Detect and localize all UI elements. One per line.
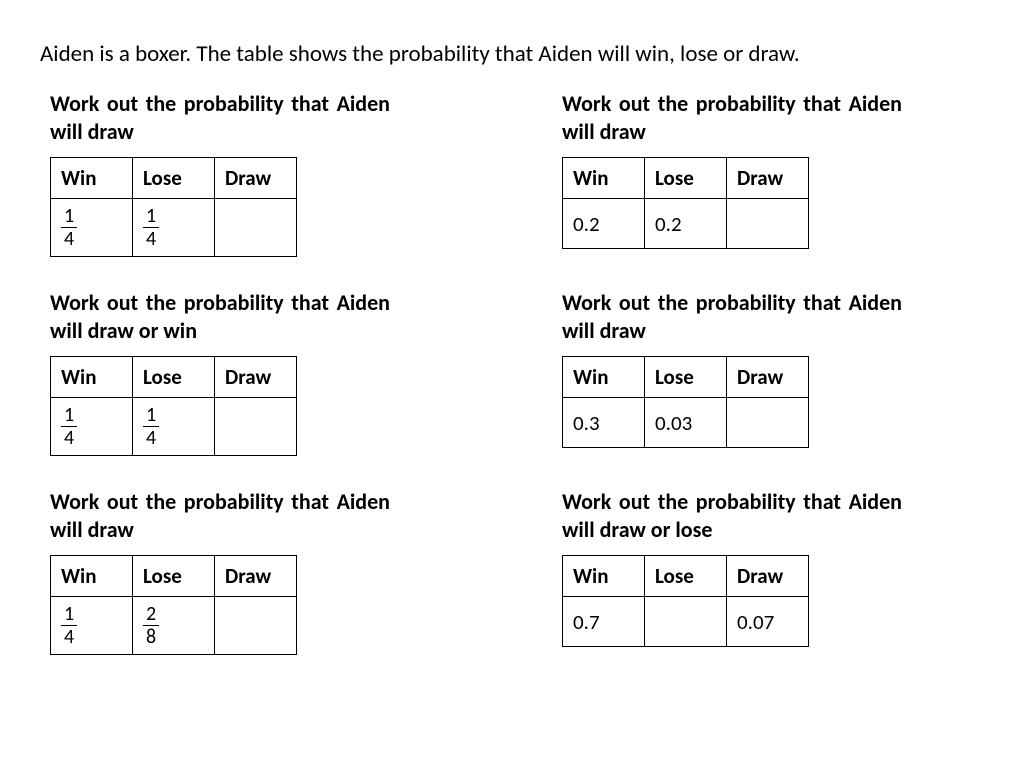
- cell-win: 1 4: [51, 398, 133, 456]
- cell-win: 0.2: [563, 199, 645, 249]
- cell-draw: [727, 199, 809, 249]
- probability-table: Win Lose Draw 0.7 0.07: [562, 555, 809, 647]
- denominator: 8: [143, 625, 159, 647]
- col-lose: Lose: [645, 357, 727, 398]
- cell-lose: 1 4: [133, 398, 215, 456]
- cell-draw: 0.07: [727, 597, 809, 647]
- cell-draw: [215, 199, 297, 257]
- probability-table: Win Lose Draw 0.2 0.2: [562, 157, 809, 249]
- fraction: 1 4: [61, 405, 77, 448]
- cell-win: 0.3: [563, 398, 645, 448]
- col-lose: Lose: [133, 556, 215, 597]
- col-draw: Draw: [727, 357, 809, 398]
- probability-table: Win Lose Draw 0.3 0.03: [562, 356, 809, 448]
- prompt: Work out the probability that Aiden will…: [50, 289, 390, 344]
- col-draw: Draw: [727, 158, 809, 199]
- col-win: Win: [51, 556, 133, 597]
- prompt: Work out the probability that Aiden will…: [562, 488, 902, 543]
- col-lose: Lose: [645, 158, 727, 199]
- problem: Work out the probability that Aiden will…: [552, 488, 984, 655]
- col-win: Win: [563, 158, 645, 199]
- cell-win: 1 4: [51, 199, 133, 257]
- denominator: 4: [61, 227, 77, 249]
- numerator: 1: [61, 206, 77, 227]
- problem: Work out the probability that Aiden will…: [40, 289, 472, 456]
- numerator: 1: [61, 604, 77, 625]
- cell-lose: 1 4: [133, 199, 215, 257]
- intro-text: Aiden is a boxer. The table shows the pr…: [40, 40, 984, 68]
- prompt: Work out the probability that Aiden will…: [50, 488, 390, 543]
- col-win: Win: [563, 556, 645, 597]
- denominator: 4: [143, 426, 159, 448]
- denominator: 4: [61, 625, 77, 647]
- cell-draw: [727, 398, 809, 448]
- fraction: 1 4: [61, 604, 77, 647]
- probability-table: Win Lose Draw 1 4 1 4: [50, 356, 297, 456]
- problem: Work out the probability that Aiden will…: [552, 90, 984, 257]
- col-draw: Draw: [727, 556, 809, 597]
- col-draw: Draw: [215, 158, 297, 199]
- numerator: 1: [143, 206, 159, 227]
- problem: Work out the probability that Aiden will…: [40, 90, 472, 257]
- cell-lose: 2 8: [133, 597, 215, 655]
- cell-lose: [645, 597, 727, 647]
- col-lose: Lose: [645, 556, 727, 597]
- cell-lose: 0.2: [645, 199, 727, 249]
- col-win: Win: [563, 357, 645, 398]
- cell-win: 1 4: [51, 597, 133, 655]
- numerator: 1: [143, 405, 159, 426]
- col-lose: Lose: [133, 357, 215, 398]
- col-win: Win: [51, 158, 133, 199]
- problems-grid: Work out the probability that Aiden will…: [40, 90, 984, 655]
- col-draw: Draw: [215, 357, 297, 398]
- denominator: 4: [143, 227, 159, 249]
- fraction: 1 4: [61, 206, 77, 249]
- cell-win: 0.7: [563, 597, 645, 647]
- fraction: 2 8: [143, 604, 159, 647]
- probability-table: Win Lose Draw 1 4 1 4: [50, 157, 297, 257]
- col-draw: Draw: [215, 556, 297, 597]
- cell-draw: [215, 398, 297, 456]
- col-win: Win: [51, 357, 133, 398]
- numerator: 1: [61, 405, 77, 426]
- col-lose: Lose: [133, 158, 215, 199]
- cell-draw: [215, 597, 297, 655]
- denominator: 4: [61, 426, 77, 448]
- prompt: Work out the probability that Aiden will…: [562, 90, 902, 145]
- prompt: Work out the probability that Aiden will…: [562, 289, 902, 344]
- problem: Work out the probability that Aiden will…: [552, 289, 984, 456]
- prompt: Work out the probability that Aiden will…: [50, 90, 390, 145]
- cell-lose: 0.03: [645, 398, 727, 448]
- fraction: 1 4: [143, 206, 159, 249]
- problem: Work out the probability that Aiden will…: [40, 488, 472, 655]
- numerator: 2: [143, 604, 159, 625]
- fraction: 1 4: [143, 405, 159, 448]
- probability-table: Win Lose Draw 1 4 2 8: [50, 555, 297, 655]
